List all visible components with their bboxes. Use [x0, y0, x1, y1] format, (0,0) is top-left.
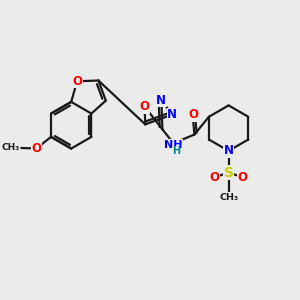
- Text: O: O: [32, 142, 41, 155]
- Text: O: O: [210, 171, 220, 184]
- Text: O: O: [238, 171, 248, 184]
- Text: N: N: [167, 108, 177, 121]
- Text: S: S: [224, 166, 234, 180]
- Text: CH₃: CH₃: [2, 143, 20, 152]
- Text: O: O: [140, 100, 150, 113]
- Text: N: N: [224, 144, 234, 158]
- Text: N: N: [156, 94, 167, 107]
- Text: O: O: [188, 108, 198, 121]
- Text: H: H: [172, 146, 180, 156]
- Text: CH₃: CH₃: [219, 193, 238, 202]
- Text: NH: NH: [164, 140, 183, 150]
- Text: O: O: [72, 75, 82, 88]
